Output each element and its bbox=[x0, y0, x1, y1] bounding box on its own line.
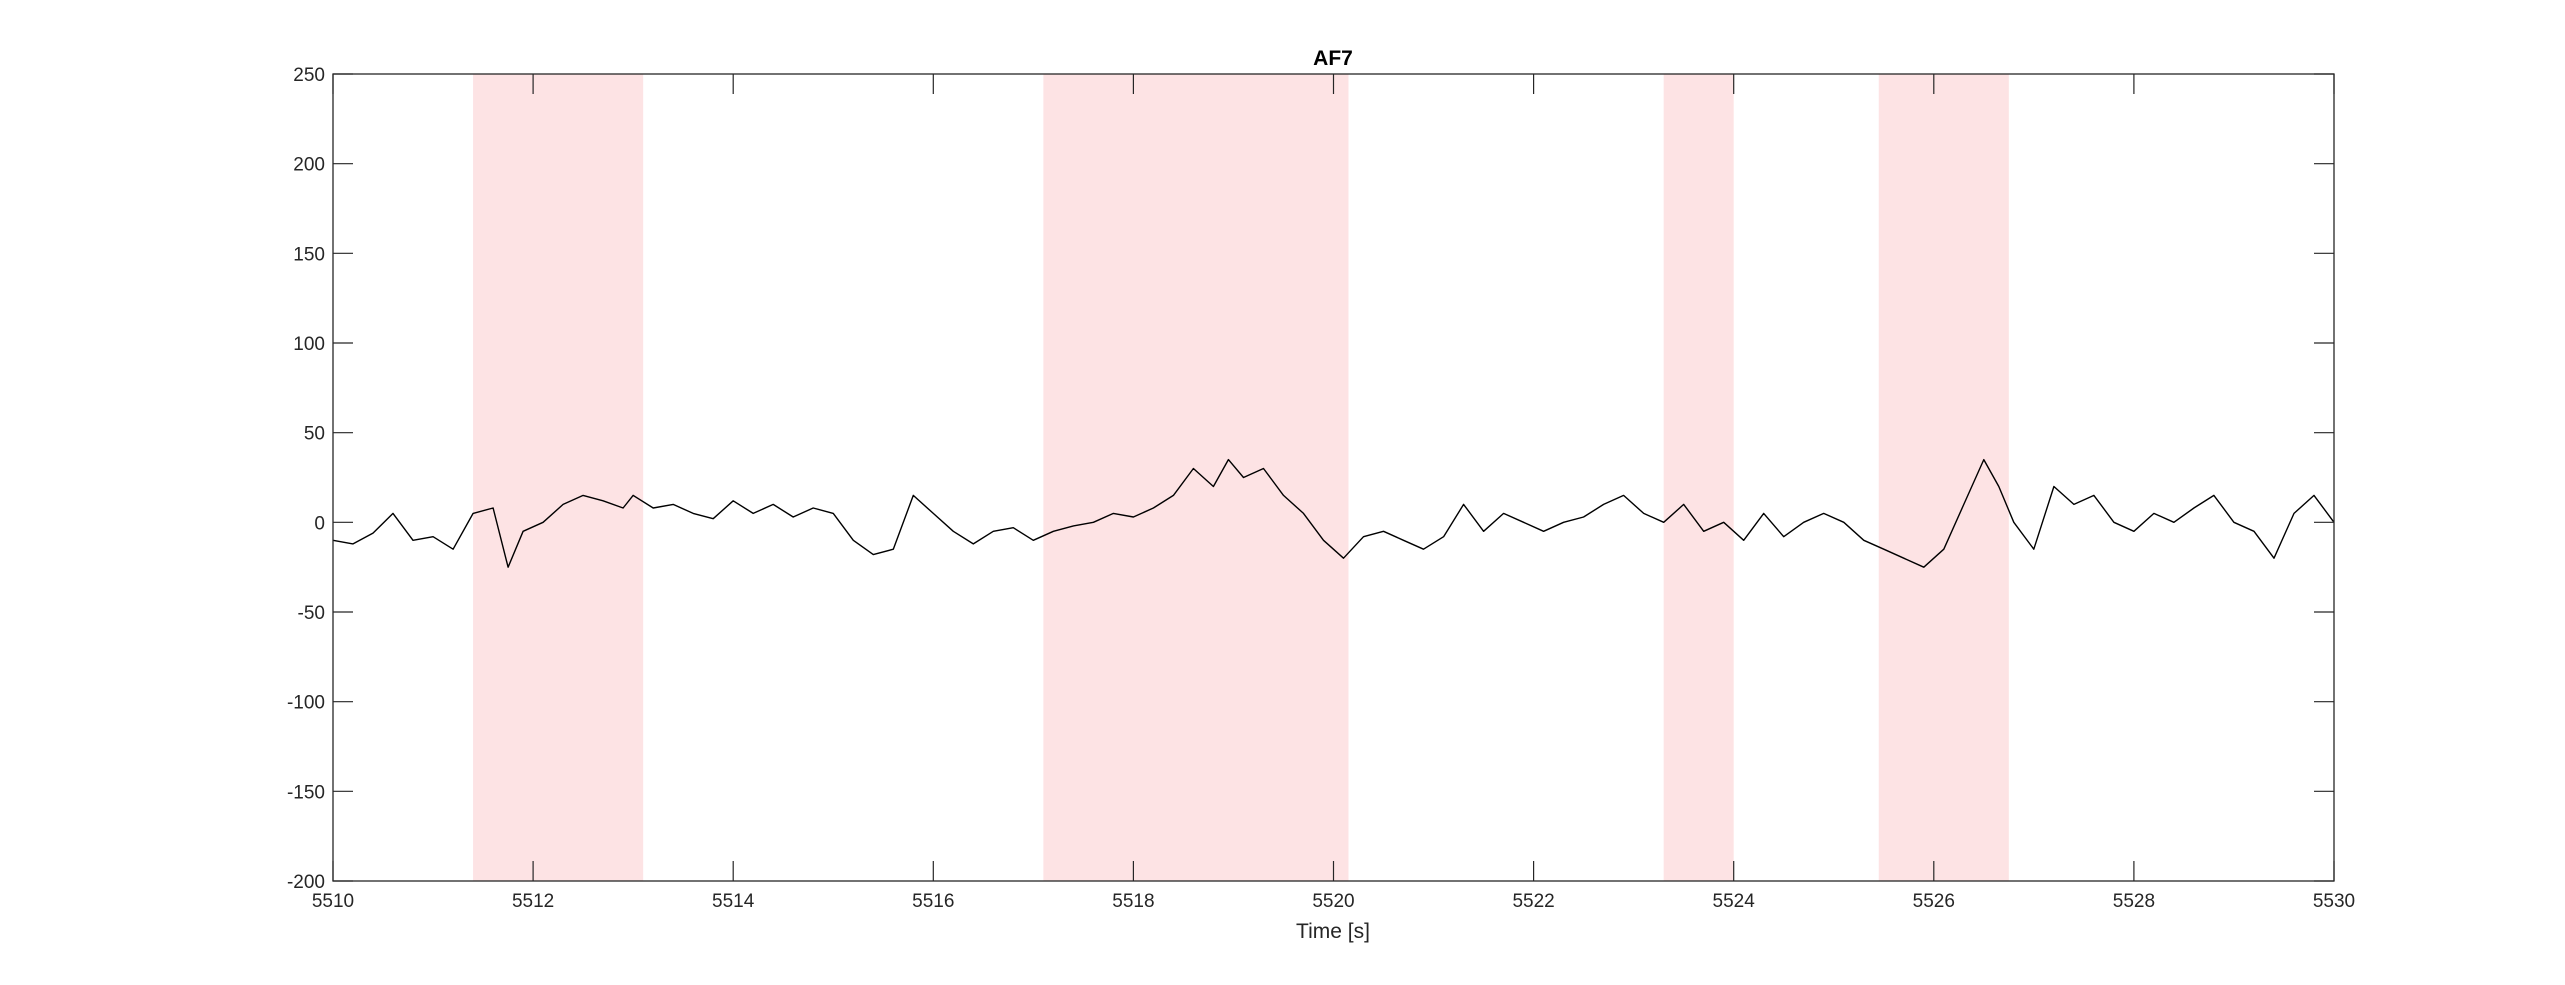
highlight-interval-2 bbox=[1663, 74, 1734, 881]
signal-line bbox=[332, 458, 2335, 568]
x-tick-label: 5530 bbox=[2313, 891, 2355, 912]
x-tick-label: 5514 bbox=[712, 891, 755, 912]
y-tick-label: 0 bbox=[314, 513, 325, 534]
x-tick-label: 5522 bbox=[1512, 891, 1554, 912]
x-tick-label: 5524 bbox=[1713, 891, 1756, 912]
y-tick-label: -100 bbox=[287, 693, 325, 714]
y-tick-label: 100 bbox=[293, 334, 325, 355]
x-tick-label: 5526 bbox=[1913, 891, 1955, 912]
chart-title: AF7 bbox=[1313, 47, 1353, 70]
highlight-layer bbox=[473, 74, 2009, 881]
x-tick-label: 5512 bbox=[512, 891, 554, 912]
x-axis-label: Time [s] bbox=[1296, 920, 1370, 943]
x-tick-label: 5528 bbox=[2113, 891, 2155, 912]
x-tick-label: 5518 bbox=[1112, 891, 1154, 912]
y-tick-labels: -200 -150 -100 -50 0 50 100 150 200 250 bbox=[287, 65, 325, 893]
y-tick-label: -150 bbox=[287, 782, 325, 803]
x-tick-label: 5510 bbox=[312, 891, 354, 912]
x-tick-labels: 5510 5512 5514 5516 5518 5520 5522 5524 5526 5528… bbox=[312, 891, 2355, 912]
y-tick-label: 250 bbox=[293, 65, 325, 86]
highlight-interval-1 bbox=[1043, 74, 1349, 881]
y-tick-label: 50 bbox=[304, 424, 325, 445]
y-tick-label: 150 bbox=[293, 244, 325, 265]
y-tick-label: 200 bbox=[293, 155, 325, 176]
y-tick-label: -200 bbox=[287, 872, 325, 893]
signal-layer bbox=[332, 458, 2335, 568]
y-tick-label: -50 bbox=[298, 603, 325, 624]
x-tick-label: 5520 bbox=[1312, 891, 1354, 912]
axes-box bbox=[332, 73, 2335, 882]
highlight-interval-3 bbox=[1878, 74, 2009, 881]
x-tick-label: 5516 bbox=[912, 891, 954, 912]
highlight-interval-0 bbox=[473, 74, 644, 881]
